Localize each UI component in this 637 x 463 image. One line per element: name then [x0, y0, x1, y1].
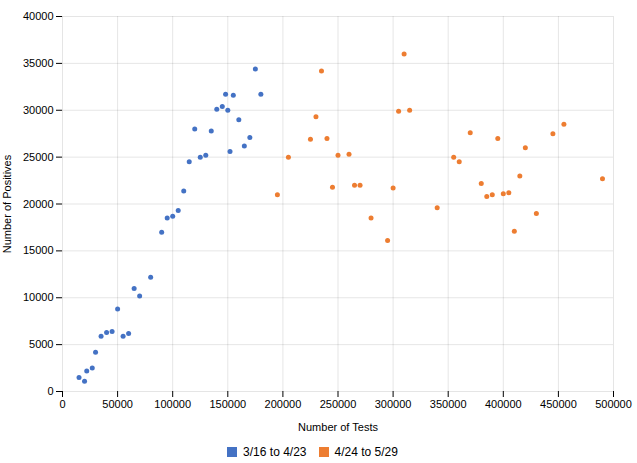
svg-text:200000: 200000 [265, 398, 302, 410]
svg-text:300000: 300000 [375, 398, 412, 410]
html-text:4/24 to 5/29: 4/24 to 5/29 [334, 444, 398, 459]
svg-text:400000: 400000 [485, 398, 522, 410]
html-text:3/16 to 4/23: 3/16 to 4/23 [243, 444, 307, 459]
svg-text:0: 0 [59, 398, 65, 410]
svg-text:350000: 350000 [430, 398, 467, 410]
svg-text:25000: 25000 [23, 151, 54, 163]
svg-text:50000: 50000 [102, 398, 133, 410]
svg-text:5000: 5000 [29, 338, 53, 350]
svg-text:15000: 15000 [23, 244, 54, 256]
svg-text:30000: 30000 [23, 104, 54, 116]
svg-text:450000: 450000 [540, 398, 577, 410]
svg-text:Number of Tests: Number of Tests [298, 421, 378, 433]
svg-text:150000: 150000 [209, 398, 246, 410]
svg-text:20000: 20000 [23, 198, 54, 210]
svg-text:100000: 100000 [154, 398, 191, 410]
svg-text:40000: 40000 [23, 10, 54, 22]
svg-text:Number of Positives: Number of Positives [1, 154, 13, 253]
svg-text:10000: 10000 [23, 291, 54, 303]
svg-text:500000: 500000 [595, 398, 632, 410]
svg-text:0: 0 [47, 385, 53, 397]
svg-text:250000: 250000 [320, 398, 357, 410]
svg-text:35000: 35000 [23, 57, 54, 69]
